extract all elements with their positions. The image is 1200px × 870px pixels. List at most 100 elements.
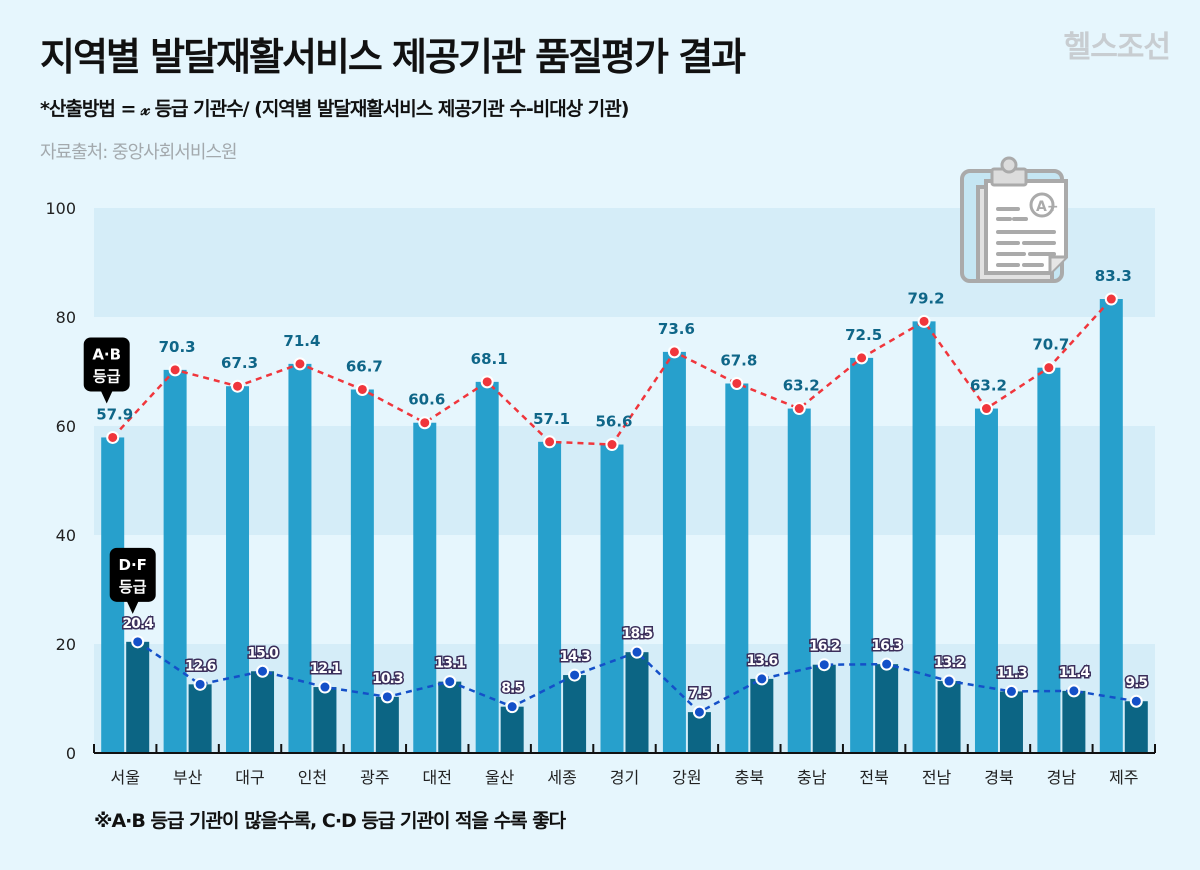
ab-point	[293, 357, 307, 371]
df-point	[568, 668, 582, 682]
ab-callout-text: 등급	[93, 367, 121, 385]
df-value-label: 14.3	[559, 649, 590, 665]
ab-point	[979, 402, 993, 416]
series-callouts: A·B 등급 D·F 등급	[83, 337, 156, 614]
df-value-label: 7.5	[689, 686, 711, 702]
df-point	[630, 645, 644, 659]
ab-bar	[1099, 299, 1123, 753]
df-point	[942, 674, 956, 688]
ab-point	[730, 376, 744, 390]
df-point	[1129, 694, 1143, 708]
df-trend-line	[137, 640, 1137, 714]
df-bar	[875, 664, 899, 753]
ab-bar	[850, 357, 874, 753]
x-tick-label: 대전	[423, 768, 452, 787]
ab-point	[231, 379, 245, 393]
x-tick-label: 경북	[984, 768, 1013, 787]
ab-bar	[600, 444, 624, 753]
ab-value-label: 72.5	[845, 326, 882, 344]
df-point	[256, 664, 270, 678]
ab-value-label: 56.6	[595, 413, 632, 431]
df-bar	[188, 684, 212, 753]
ab-bar	[538, 441, 562, 753]
y-tick-label: 20	[56, 635, 76, 654]
ab-value-label: 70.7	[1032, 336, 1069, 354]
x-tick-label: 인천	[298, 768, 327, 787]
ab-value-label: 79.2	[908, 289, 945, 307]
df-value-label: 20.4	[122, 616, 154, 632]
ab-bars	[101, 299, 1123, 753]
ab-bar	[226, 386, 250, 753]
ab-point	[792, 402, 806, 416]
ab-callout-text: A·B	[92, 345, 121, 363]
ab-point	[355, 382, 369, 396]
ab-value-label: 73.6	[658, 320, 695, 338]
x-tick-label: 서울	[110, 768, 139, 787]
df-point	[505, 700, 519, 714]
ab-bar	[350, 389, 374, 753]
df-value-label: 12.1	[310, 661, 341, 677]
ab-value-label: 67.3	[221, 354, 258, 372]
ab-bar	[413, 422, 437, 753]
ab-bar	[475, 381, 499, 753]
svg-text:A+: A+	[1036, 199, 1059, 215]
ab-point	[1042, 361, 1056, 375]
x-tick-label: 충남	[797, 768, 827, 787]
x-tick-label: 경기	[610, 768, 639, 787]
ab-bar	[787, 408, 811, 753]
df-value-label: 15.0	[247, 645, 279, 661]
df-point	[193, 677, 207, 691]
df-value-label: 18.5	[622, 626, 653, 642]
df-bar	[1124, 701, 1148, 753]
df-bar	[251, 671, 275, 753]
df-value-label: 8.5	[501, 681, 523, 697]
y-axis-ticks: 0 20 40 60 80 100	[45, 199, 76, 763]
y-tick-label: 100	[45, 199, 76, 218]
chart-title: 지역별 발달재활서비스 제공기관 품질평가 결과	[40, 35, 746, 79]
df-bar	[1062, 690, 1086, 753]
df-point	[817, 658, 831, 672]
ab-callout-box	[83, 337, 130, 392]
df-point	[131, 635, 145, 649]
ab-callout-pointer	[100, 390, 113, 404]
ab-point	[168, 363, 182, 377]
df-value-label: 16.2	[809, 639, 840, 655]
ab-bar	[974, 408, 998, 753]
data-labels: 57.9 70.3 67.3 71.4 66.7 60.6 68.1 57.1 56.6 73.6…	[96, 267, 1150, 704]
ab-value-label: 63.2	[970, 377, 1007, 395]
x-tick-label: 경남	[1047, 768, 1077, 787]
y-tick-label: 80	[56, 308, 76, 327]
df-bar	[500, 706, 524, 753]
df-point	[755, 672, 769, 686]
x-tick-label: 전북	[859, 768, 888, 787]
trend-lines	[106, 292, 1143, 719]
x-tick-label: 울산	[485, 768, 515, 787]
ab-value-label: 83.3	[1095, 267, 1132, 285]
x-tick-label: 세종	[547, 768, 576, 787]
ab-point	[605, 438, 619, 452]
x-tick-label: 충북	[735, 768, 764, 787]
df-point	[380, 690, 394, 704]
ab-value-label: 71.4	[283, 332, 320, 350]
x-tick-label: 강원	[672, 768, 701, 787]
brand-logo: 헬스조선	[1063, 30, 1171, 65]
df-point	[692, 705, 706, 719]
ab-value-label: 66.7	[346, 357, 383, 375]
ab-point	[480, 375, 494, 389]
ab-bar	[662, 351, 686, 753]
ab-value-label: 60.6	[408, 391, 445, 409]
df-value-label: 9.5	[1125, 675, 1147, 691]
chart-subtitle: *산출방법 = 𝓍 등급 기관수/ (지역별 발달재활서비스 제공기관 수-비대…	[40, 98, 629, 120]
df-point	[880, 657, 894, 671]
df-callout: D·F 등급	[109, 547, 156, 614]
df-bar	[937, 681, 961, 753]
x-tick-label: 대구	[235, 768, 264, 787]
ab-value-label: 68.1	[471, 350, 508, 368]
x-tick-label: 전남	[922, 768, 952, 787]
ab-point	[667, 345, 681, 359]
ab-bar	[163, 369, 187, 753]
df-value-label: 10.3	[372, 671, 403, 687]
y-tick-label: 60	[56, 417, 76, 436]
df-value-label: 13.6	[747, 653, 778, 669]
